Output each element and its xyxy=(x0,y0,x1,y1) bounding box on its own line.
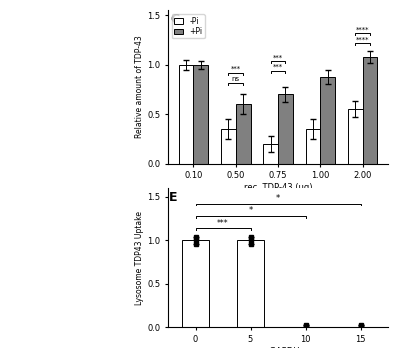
Text: ****: **** xyxy=(356,27,369,33)
Text: *: * xyxy=(248,206,253,215)
Text: ***: *** xyxy=(217,219,229,228)
Bar xyxy=(306,129,320,164)
Bar xyxy=(363,57,378,164)
Bar xyxy=(193,65,208,164)
Bar xyxy=(236,104,250,164)
Text: ****: **** xyxy=(356,37,369,42)
Bar xyxy=(348,109,363,164)
Bar xyxy=(182,240,209,327)
Text: ***: *** xyxy=(273,54,283,60)
Text: ***: *** xyxy=(231,66,241,72)
Bar xyxy=(178,65,193,164)
Text: E: E xyxy=(169,190,178,204)
X-axis label: rec. TDP-43 (ug): rec. TDP-43 (ug) xyxy=(244,183,312,192)
Bar xyxy=(237,240,264,327)
Y-axis label: Relative amount of TDP-43: Relative amount of TDP-43 xyxy=(136,35,144,139)
Text: ns: ns xyxy=(232,76,240,82)
X-axis label: ug GAPDH: ug GAPDH xyxy=(256,347,300,348)
Legend: -Pi, +Pi: -Pi, +Pi xyxy=(172,14,205,38)
Text: *: * xyxy=(276,194,280,203)
Bar xyxy=(221,129,236,164)
Text: C: C xyxy=(170,14,179,26)
Y-axis label: Lysosome TDP43 Uptake: Lysosome TDP43 Uptake xyxy=(136,211,144,304)
Bar xyxy=(278,94,293,164)
Text: ***: *** xyxy=(273,64,283,70)
Bar xyxy=(263,144,278,164)
Bar xyxy=(320,77,335,164)
